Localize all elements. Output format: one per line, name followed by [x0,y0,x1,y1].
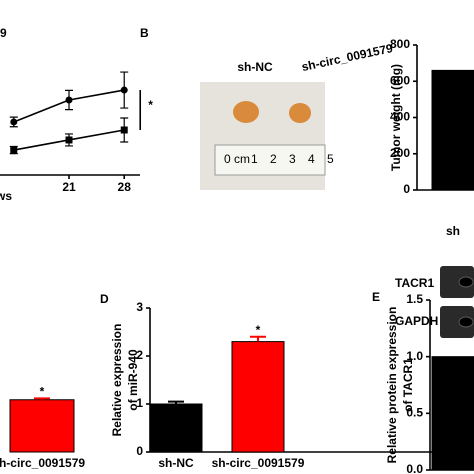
bar [431,69,474,191]
y-tick-label: 1.0 [406,349,423,363]
y-tick-label: 3 [136,300,143,314]
ruler [214,144,326,176]
point [65,96,73,104]
point [120,126,128,134]
y-axis-label: of miR-940 [126,349,140,411]
x-tick-label: sh-NC [158,456,194,470]
photo-label: sh-circ_0091579 [300,41,394,74]
ruler-label: 1 [251,152,258,166]
y-tick-label: 1.5 [406,292,423,306]
significance: * [148,98,153,112]
y-tick-label: 800 [390,37,410,51]
error-bar [34,397,50,400]
y-tick-label: 0.0 [406,462,423,474]
tumor [289,103,311,123]
y-axis-label: Relative expression [110,324,124,437]
blot-panel [440,306,474,338]
blot-band [458,316,474,328]
y-tick-label: 600 [390,73,410,87]
y-tick-label: 0 [403,182,410,196]
y-axis-label: Relative protein expression [385,307,399,464]
panel-label: D [100,292,109,306]
x-tick-label: sh-circ_0091579 [212,456,305,470]
ruler-label: 0 cm [224,152,250,166]
ruler-label: 3 [289,152,296,166]
blot-band [458,276,474,288]
blot-label: TACR1 [395,276,434,290]
y-tick-label: 2 [136,348,143,362]
x-tick-label: 21 [62,180,76,194]
bar [431,356,474,471]
legend-label: 9 [0,26,7,40]
point [65,136,73,144]
y-tick-label: 400 [390,110,410,124]
point [10,118,18,126]
y-tick-label: 200 [390,146,410,160]
bar [231,341,285,453]
blot-label: GAPDH [395,314,438,328]
photo-label: sh-NC [237,60,273,74]
blot-panel [440,266,474,298]
y-axis-label: Tumor weight (mg) [389,64,403,171]
panel-label: B [140,26,149,40]
significance: * [256,323,261,337]
ruler-label: 5 [327,152,334,166]
significance: * [40,384,45,398]
bar [149,403,203,453]
y-tick-label: 1 [136,396,143,410]
point [120,86,128,94]
tumor [233,101,259,123]
bar [9,399,75,453]
ruler-label: 4 [308,152,315,166]
x-axis-label: ws [0,189,12,203]
error-bar [168,400,184,404]
error-bar [250,335,266,342]
panel-label: E [372,290,380,304]
y-tick-label: 0.5 [406,406,423,420]
ruler-label: 2 [270,152,277,166]
point [10,146,18,154]
x-tick-label: 28 [118,180,132,194]
y-axis-label: of TACR1 [401,358,415,412]
x-tick-label: h-circ_0091579 [0,456,85,470]
y-tick-label: 0 [136,444,143,458]
x-tick-label: sh [446,224,460,238]
